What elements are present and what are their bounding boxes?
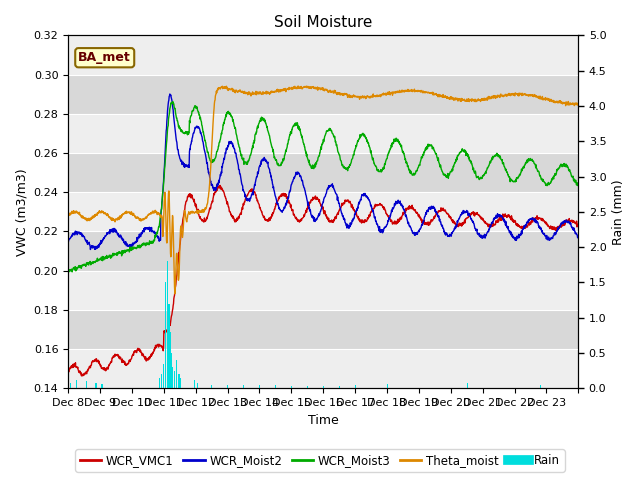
X-axis label: Time: Time — [308, 414, 339, 427]
Title: Soil Moisture: Soil Moisture — [274, 15, 372, 30]
Bar — [68, 310, 579, 349]
Bar — [68, 36, 579, 74]
Bar — [68, 271, 579, 310]
Bar — [68, 74, 579, 114]
Bar — [68, 192, 579, 231]
Bar — [68, 153, 579, 192]
Y-axis label: VWC (m3/m3): VWC (m3/m3) — [15, 168, 28, 256]
Bar — [68, 349, 579, 388]
Bar — [68, 114, 579, 153]
Text: BA_met: BA_met — [78, 51, 131, 64]
Y-axis label: Rain (mm): Rain (mm) — [612, 179, 625, 245]
Bar — [68, 231, 579, 271]
Legend: WCR_VMC1, WCR_Moist2, WCR_Moist3, Theta_moist, Rain: WCR_VMC1, WCR_Moist2, WCR_Moist3, Theta_… — [76, 449, 564, 472]
